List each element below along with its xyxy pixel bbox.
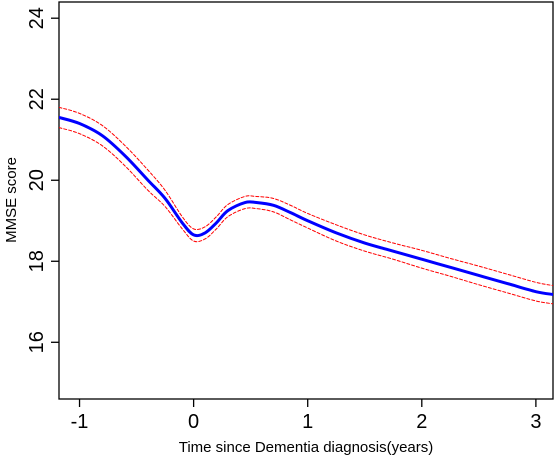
plot-box (58, 1, 554, 400)
ci-upper-line-group (59, 106, 553, 287)
y-tick-label: 24 (26, 7, 48, 29)
y-tick-label: 20 (26, 169, 48, 191)
x-tick-label: -1 (71, 411, 89, 433)
x-tick-label: 2 (416, 411, 427, 433)
x-tick-label: 3 (530, 411, 541, 433)
x-tick-label: 1 (302, 411, 313, 433)
x-axis: -1 0 1 2 3 (71, 399, 541, 433)
ci-upper-line (59, 106, 553, 287)
y-axis: 16 18 20 22 24 (26, 7, 59, 353)
y-axis-title: MMSE score (3, 157, 20, 243)
y-tick-label: 18 (26, 250, 48, 272)
x-tick-label: 0 (188, 411, 199, 433)
ci-lower-line-group (59, 127, 553, 305)
x-axis-title: Time since Dementia diagnosis(years) (179, 439, 434, 456)
y-tick-label: 22 (26, 88, 48, 110)
fit-line (59, 115, 553, 296)
fit-line-group (59, 115, 553, 296)
ci-lower-line (59, 127, 553, 305)
y-tick-label: 16 (26, 331, 48, 353)
